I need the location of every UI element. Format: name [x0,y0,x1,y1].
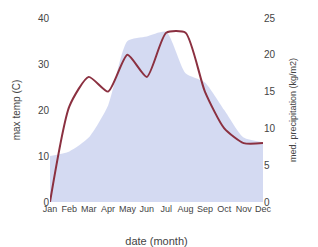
svg-text:0: 0 [264,197,270,208]
svg-text:Sep: Sep [197,204,213,214]
svg-text:Jan: Jan [43,204,58,214]
svg-text:Oct: Oct [217,204,232,214]
svg-text:5: 5 [264,160,270,171]
svg-text:Mar: Mar [81,204,97,214]
svg-text:Nov: Nov [236,204,253,214]
svg-text:15: 15 [264,86,276,97]
svg-text:0: 0 [43,197,49,208]
svg-text:20: 20 [38,105,50,116]
svg-text:med. precipitation (kg/m2): med. precipitation (kg/m2) [288,58,298,162]
svg-text:Jun: Jun [140,204,155,214]
svg-text:date (month): date (month) [125,235,187,247]
svg-text:10: 10 [264,123,276,134]
svg-text:20: 20 [264,49,276,60]
svg-text:Apr: Apr [101,204,115,214]
svg-text:40: 40 [38,13,50,24]
svg-text:25: 25 [264,13,276,24]
svg-text:10: 10 [38,151,50,162]
svg-text:Aug: Aug [178,204,194,214]
svg-text:May: May [119,204,137,214]
svg-text:max temp (C): max temp (C) [11,80,22,141]
svg-text:Dec: Dec [255,204,272,214]
svg-text:Jul: Jul [160,204,172,214]
svg-text:30: 30 [38,59,50,70]
svg-text:Feb: Feb [62,204,78,214]
